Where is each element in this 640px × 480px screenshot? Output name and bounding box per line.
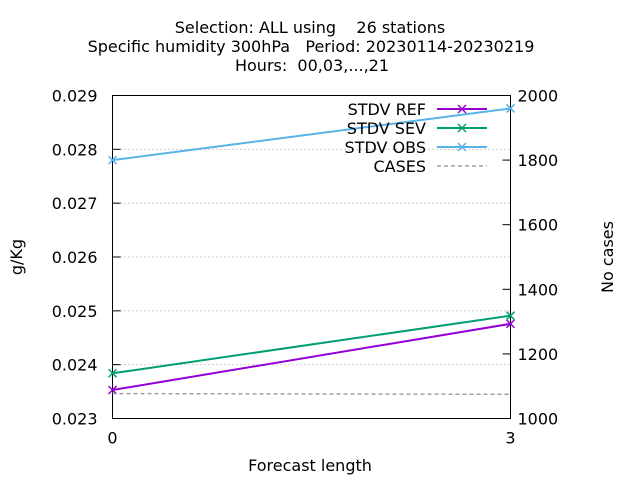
point-stdv-obs-0-stroke-b [107,155,118,165]
y2-tick-label: 1400 [518,280,559,299]
y-tick-label: 0.027 [52,194,98,213]
series-layer [107,103,516,396]
point-stdv-ref-1 [505,319,516,329]
legend-label-stdv-ref: STDV REF [348,100,426,119]
x-axis-label: Forecast length [248,456,372,475]
point-stdv-sev-0 [107,368,118,378]
legend-label-stdv-sev: STDV SEV [347,119,426,138]
title-line-3: Hours: 00,03,...,21 [235,56,389,75]
y2-axis-label: No cases [598,221,617,293]
legend-marker-stdv-sev [457,123,467,133]
y2-tick-label: 1200 [518,345,559,364]
y-tick-label: 0.023 [52,410,98,429]
title-line-2: Specific humidity 300hPa Period: 2023011… [88,37,535,56]
series-line-stdv-ref [112,322,511,391]
point-stdv-obs-0 [107,155,118,165]
legend-label-stdv-obs: STDV OBS [345,138,426,157]
y-axis-label: g/Kg [7,239,26,275]
title-line-1: Selection: ALL using 26 stations [175,18,445,37]
y2-tick-label: 1600 [518,216,559,235]
point-stdv-obs-1 [505,103,516,113]
plot-frame [112,95,511,419]
y-tick-label: 0.026 [52,248,98,267]
point-stdv-ref-1-stroke-b [505,319,516,329]
point-stdv-sev-1-stroke-b [505,311,516,321]
ticks-layer: 0.023 0.024 0.025 0.026 0.027 0.028 0.029 1000 1… [52,87,559,448]
legend-marker-stdv-obs-stroke-b [457,142,467,152]
legend-marker-stdv-sev-stroke-b [457,123,467,133]
point-stdv-sev-1 [505,311,516,321]
chart-title: Selection: ALL using 26 stations Specifi… [88,18,535,75]
y2-tick-label: 2000 [518,87,559,106]
legend-marker-stdv-ref-stroke-b [457,104,467,114]
legend-label-cases: CASES [373,157,426,176]
y-tick-label: 0.025 [52,302,98,321]
legend-marker-stdv-obs [457,142,467,152]
series-line-stdv-sev [112,314,511,375]
point-stdv-obs-1-stroke-b [505,103,516,113]
x-tick-label: 0 [107,429,117,448]
y2-tick-label: 1000 [518,410,559,429]
y-tick-label: 0.028 [52,140,98,159]
series-line-cases [112,392,511,396]
point-stdv-ref-0 [107,385,118,395]
x-tick-label: 3 [505,429,515,448]
point-stdv-sev-0-stroke-b [107,368,118,378]
y-tick-label: 0.029 [52,87,98,106]
series-line-stdv-obs [112,107,511,162]
legend-marker-stdv-ref [457,104,467,114]
grid-layer [112,148,511,366]
point-stdv-ref-0-stroke-b [107,385,118,395]
y2-tick-label: 1800 [518,151,559,170]
y-tick-label: 0.024 [52,356,98,375]
